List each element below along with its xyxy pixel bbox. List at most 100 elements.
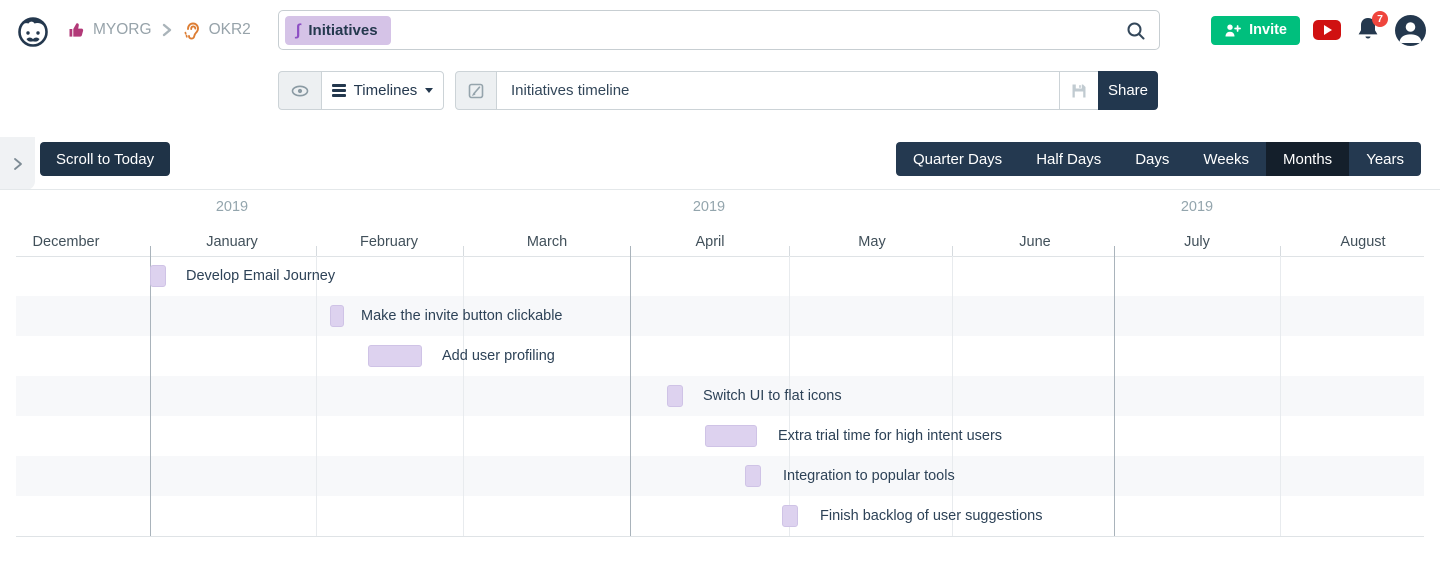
top-bar: MYORG OKR2 ∫ Initiatives (0, 0, 1440, 60)
gantt-row (16, 456, 1424, 496)
month-gridline (952, 256, 953, 536)
initiative-icon: ∫ (296, 21, 301, 39)
month-label: March (526, 234, 568, 250)
month-label: May (858, 234, 886, 250)
month-label: December (32, 234, 100, 250)
invite-button[interactable]: Invite (1211, 15, 1300, 45)
timeline-title-group: Share (455, 71, 1158, 110)
month-boundary-tick (1114, 246, 1115, 256)
thumbs-up-icon (69, 23, 84, 37)
month-gridline (789, 256, 790, 536)
month-boundary-tick (952, 246, 953, 256)
scroll-to-today-button[interactable]: Scroll to Today (40, 142, 171, 176)
ear-icon (184, 22, 199, 40)
month-label: February (359, 234, 419, 250)
timeline-title-input[interactable] (496, 71, 1060, 110)
month-gridline (316, 256, 317, 536)
save-icon (1072, 84, 1086, 97)
year-label: 2019 (1180, 199, 1214, 215)
month-boundary-tick (316, 246, 317, 256)
view-selector-group: Timelines (278, 71, 444, 110)
initiative-label: Develop Email Journey (186, 268, 336, 284)
save-button[interactable] (1059, 71, 1099, 110)
initiative-label: Extra trial time for high intent users (778, 428, 1003, 444)
share-button[interactable]: Share (1098, 71, 1158, 110)
divider (0, 189, 1440, 190)
zoom-level-years[interactable]: Years (1366, 150, 1404, 168)
initiatives-filter-chip[interactable]: ∫ Initiatives (285, 16, 391, 45)
top-bar-actions: Invite 7 (1211, 0, 1426, 60)
month-label: July (1184, 234, 1210, 250)
initiative-bar[interactable] (667, 385, 683, 407)
year-label: 2019 (692, 199, 726, 215)
breadcrumb-org-label: MYORG (93, 21, 152, 38)
notifications-button[interactable]: 7 (1354, 11, 1388, 45)
gantt-row (16, 336, 1424, 376)
month-boundary-tick (789, 246, 790, 256)
initiative-bar[interactable] (150, 265, 166, 287)
grid-bottom-border (16, 536, 1424, 537)
month-gridline (630, 256, 631, 536)
zoom-level-days[interactable]: Days (1135, 150, 1170, 168)
app-logo[interactable] (13, 9, 53, 51)
month-boundary-tick (630, 246, 631, 256)
rename-button[interactable] (455, 71, 497, 110)
zoom-level-weeks[interactable]: Weeks (1203, 150, 1249, 168)
breadcrumb-okr[interactable]: OKR2 (182, 20, 251, 40)
breadcrumb-okr-label: OKR2 (208, 21, 251, 38)
view-selector-label: Timelines (353, 82, 418, 99)
initiative-bar[interactable] (705, 425, 757, 447)
month-label: August (1340, 234, 1386, 250)
gantt-row (16, 296, 1424, 336)
initiative-label: Integration to popular tools (783, 468, 955, 484)
face-logo-icon (18, 17, 48, 47)
youtube-icon[interactable] (1313, 20, 1341, 40)
month-label: January (206, 234, 258, 250)
month-boundary-tick (463, 246, 464, 256)
month-gridline (1280, 256, 1281, 536)
sidebar-expand-toggle[interactable] (0, 137, 35, 190)
notification-badge: 7 (1372, 11, 1388, 27)
user-avatar[interactable] (1395, 14, 1426, 46)
eye-icon (291, 85, 309, 96)
search-icon[interactable] (1125, 20, 1147, 42)
avatar-person-icon (1399, 21, 1422, 43)
year-label: 2019 (215, 199, 249, 215)
gantt-row (16, 496, 1424, 536)
zoom-level-quarter-days[interactable]: Quarter Days (912, 150, 1003, 168)
initiative-bar[interactable] (368, 345, 422, 367)
initiative-label: Finish backlog of user suggestions (820, 508, 1043, 524)
breadcrumb-org[interactable]: MYORG (68, 21, 152, 39)
month-label: June (1019, 234, 1051, 250)
initiative-bar[interactable] (745, 465, 761, 487)
initiative-bar[interactable] (782, 505, 798, 527)
breadcrumb: MYORG OKR2 (68, 0, 251, 60)
play-icon (1324, 25, 1332, 35)
list-icon (331, 84, 346, 97)
zoom-level-months[interactable]: Months (1265, 142, 1350, 176)
chevron-right-icon (13, 157, 22, 170)
gantt-row (16, 376, 1424, 416)
chip-label: Initiatives (308, 22, 378, 39)
zoom-level-half-days[interactable]: Half Days (1036, 150, 1102, 168)
month-label: April (695, 234, 725, 250)
grid-top-border (16, 256, 1424, 257)
initiative-bar[interactable] (330, 305, 344, 327)
month-gridline (150, 256, 151, 536)
invite-label: Invite (1249, 22, 1287, 38)
view-selector-dropdown[interactable]: Timelines (321, 71, 444, 110)
month-boundary-tick (150, 246, 151, 256)
edit-page-icon (468, 83, 484, 98)
zoom-level-group: Quarter Days Half Days Days Weeks Months Year… (895, 142, 1421, 176)
month-boundary-tick (1280, 246, 1281, 256)
visibility-button[interactable] (278, 71, 322, 110)
month-gridline (1114, 256, 1115, 536)
person-plus-icon (1225, 24, 1242, 36)
chevron-down-icon (425, 88, 434, 93)
chevron-right-icon (162, 23, 171, 37)
search-bar[interactable]: ∫ Initiatives (278, 10, 1160, 50)
timeline-toolbar: Timelines Share (0, 71, 1440, 110)
initiative-label: Switch UI to flat icons (703, 388, 842, 404)
month-gridline (463, 256, 464, 536)
